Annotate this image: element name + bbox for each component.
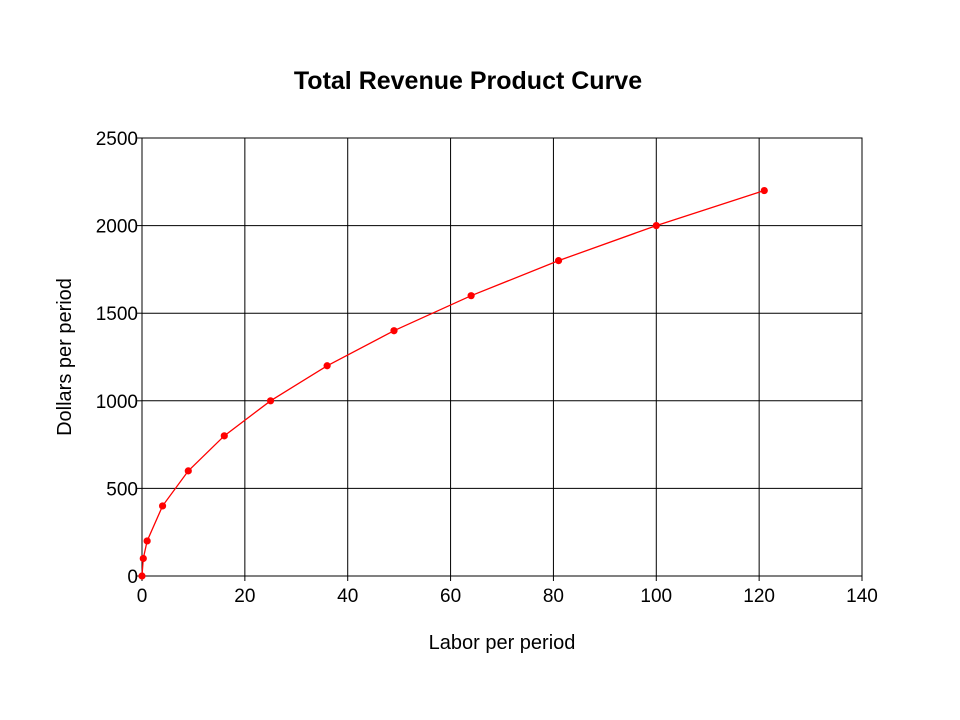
data-point [184,467,192,475]
x-axis-label: Labor per period [429,632,576,654]
chart-title: Total Revenue Product Curve [294,67,642,95]
x-tick-label: 20 [234,586,255,607]
y-tick-label: 2000 [96,217,138,238]
grid [137,137,863,581]
y-tick-label: 500 [106,479,138,500]
series-line [141,189,765,577]
x-tick-label: 140 [846,586,878,607]
x-tick-label: 80 [543,586,564,607]
y-tick-label: 2500 [96,129,138,150]
y-axis-label: Dollars per period [54,278,76,436]
data-point [143,537,151,545]
plot-area-frame [141,137,863,577]
data-point [139,554,147,563]
data-point [760,186,768,195]
x-tick-label: 100 [640,586,672,607]
data-point [266,397,275,405]
axis-ticks: 0 20 40 60 80 100 120 140 0 500 1000 1500 2000 2500 [96,129,878,607]
data-point [138,572,146,580]
y-tick-label: 1500 [96,304,138,325]
data-point [652,222,660,230]
x-tick-label: 0 [137,586,148,607]
data-point [158,502,167,510]
y-tick-label: 1000 [96,392,138,413]
data-point [390,327,398,335]
data-point [323,362,331,370]
x-tick-label: 40 [337,586,358,607]
x-tick-label: 60 [440,586,461,607]
series [138,186,768,580]
y-tick-label: 0 [127,567,138,588]
data-point [554,257,563,265]
data-point [220,432,228,440]
data-point [467,292,475,300]
x-tick-label: 120 [743,586,775,607]
